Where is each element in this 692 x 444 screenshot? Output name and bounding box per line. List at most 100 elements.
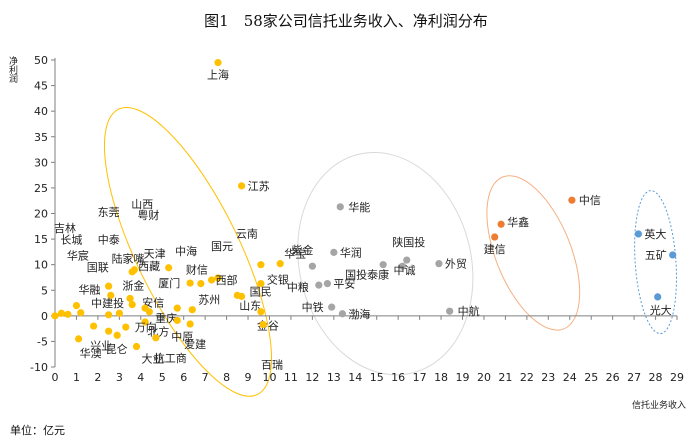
point-yellow — [238, 292, 246, 300]
point-label: 华宝 — [284, 247, 306, 261]
point-label: 华鑫 — [507, 215, 529, 229]
y-tick-label: 15 — [34, 233, 48, 246]
point-label: 英大 — [644, 227, 666, 241]
x-tick-label: 3 — [116, 371, 123, 384]
x-tick-label: 9 — [245, 371, 252, 384]
point-label: 上海 — [207, 68, 229, 82]
point-label: 浙金 — [122, 278, 144, 292]
point-yellow — [113, 331, 121, 339]
x-tick-label: 6 — [180, 371, 187, 384]
point-yellow — [115, 309, 123, 317]
point-label: 中原 — [171, 330, 193, 343]
point-yellow — [130, 266, 138, 274]
x-tick-label: 29 — [670, 371, 684, 384]
point-label: 江苏 — [248, 180, 270, 193]
point-yellow — [238, 182, 246, 190]
point-yellow — [152, 334, 160, 342]
point-yellow — [105, 327, 113, 335]
point-yellow — [257, 279, 265, 288]
point-label: 兴业 — [90, 339, 112, 352]
point-label: 昆仑 — [106, 342, 128, 356]
point-label: 华融 — [78, 283, 100, 297]
point-yellow — [214, 274, 222, 282]
point-label: 交银 — [267, 273, 289, 287]
point-label: 中海 — [175, 244, 197, 258]
point-yellow — [197, 279, 205, 288]
point-label: 西藏 — [138, 260, 160, 273]
point-yellow — [257, 261, 265, 269]
point-label: 建信 — [484, 242, 506, 256]
y-tick-label: 45 — [34, 80, 48, 93]
point-label: 杭工商 — [154, 351, 187, 365]
point-label: 厦门 — [158, 276, 180, 290]
point-orange — [497, 220, 505, 228]
x-tick-label: 12 — [305, 371, 319, 384]
point-blue — [654, 293, 662, 301]
point-yellow — [72, 302, 81, 310]
point-label: 华宸 — [67, 248, 89, 262]
point-blue — [669, 251, 677, 259]
point-yellow — [207, 276, 216, 284]
point-label: 华澳 — [80, 346, 102, 360]
point-yellow — [165, 264, 173, 272]
y-axis-title: 净利润 — [7, 55, 18, 83]
point-yellow — [107, 291, 115, 299]
point-yellow — [122, 323, 130, 331]
chart-title: 图1 58家公司信托业务收入、净利润分布 — [204, 12, 488, 30]
point-yellow — [173, 304, 181, 312]
cluster-ellipse-yellow — [103, 107, 272, 397]
point-label: 山西 — [131, 198, 153, 211]
x-tick-label: 28 — [649, 371, 663, 384]
point-yellow — [90, 322, 98, 330]
point-yellow — [214, 58, 222, 67]
point-yellow — [105, 311, 113, 319]
point-gray — [336, 203, 344, 211]
y-tick-label: 25 — [34, 182, 48, 195]
point-gray — [403, 256, 411, 264]
x-axis-title: 信托业务收入 — [632, 399, 686, 411]
x-tick-label: 17 — [413, 371, 427, 384]
point-gray — [330, 248, 338, 256]
point-label: 中铁 — [302, 301, 324, 314]
point-label: 苏州 — [198, 294, 220, 307]
x-tick-label: 19 — [456, 371, 470, 384]
point-label: 北方 — [147, 325, 169, 339]
point-gray — [435, 260, 443, 268]
point-label: 中诚 — [393, 264, 415, 277]
unit-note: 单位：亿元 — [10, 424, 65, 437]
x-tick-label: 18 — [434, 371, 448, 384]
x-tick-label: 24 — [563, 371, 577, 384]
x-tick-label: 5 — [159, 371, 166, 384]
y-tick-label: 20 — [34, 208, 48, 221]
point-label: 陆家嘴 — [112, 251, 145, 265]
point-label: 大业 — [142, 352, 164, 366]
y-tick-label: -5 — [37, 335, 48, 348]
point-label: 渤海 — [348, 307, 370, 321]
x-tick-label: 2 — [94, 371, 101, 384]
point-label: 华能 — [348, 200, 370, 214]
point-label: 国联 — [87, 261, 109, 274]
point-label: 粤财 — [137, 208, 159, 222]
point-yellow — [259, 320, 267, 329]
y-tick-label: 0 — [41, 310, 48, 323]
cluster-ellipse-orange — [486, 175, 581, 331]
x-tick-label: 8 — [223, 371, 230, 384]
point-orange — [491, 233, 499, 241]
point-gray — [379, 261, 387, 269]
point-label: 爱建 — [184, 337, 206, 351]
point-label: 五矿 — [645, 249, 667, 262]
point-label: 陕国投 — [392, 235, 425, 249]
x-tick-label: 10 — [262, 371, 276, 384]
point-yellow — [186, 279, 194, 287]
point-label: 光大 — [650, 303, 672, 317]
point-label: 中建投 — [91, 296, 124, 310]
point-gray — [328, 303, 336, 311]
point-label: 外贸 — [445, 258, 467, 271]
point-label: 财信 — [186, 263, 208, 277]
point-label: 国民 — [250, 285, 272, 298]
point-gray — [308, 262, 316, 270]
x-tick-label: 20 — [477, 371, 491, 384]
y-tick-label: 35 — [34, 131, 48, 144]
